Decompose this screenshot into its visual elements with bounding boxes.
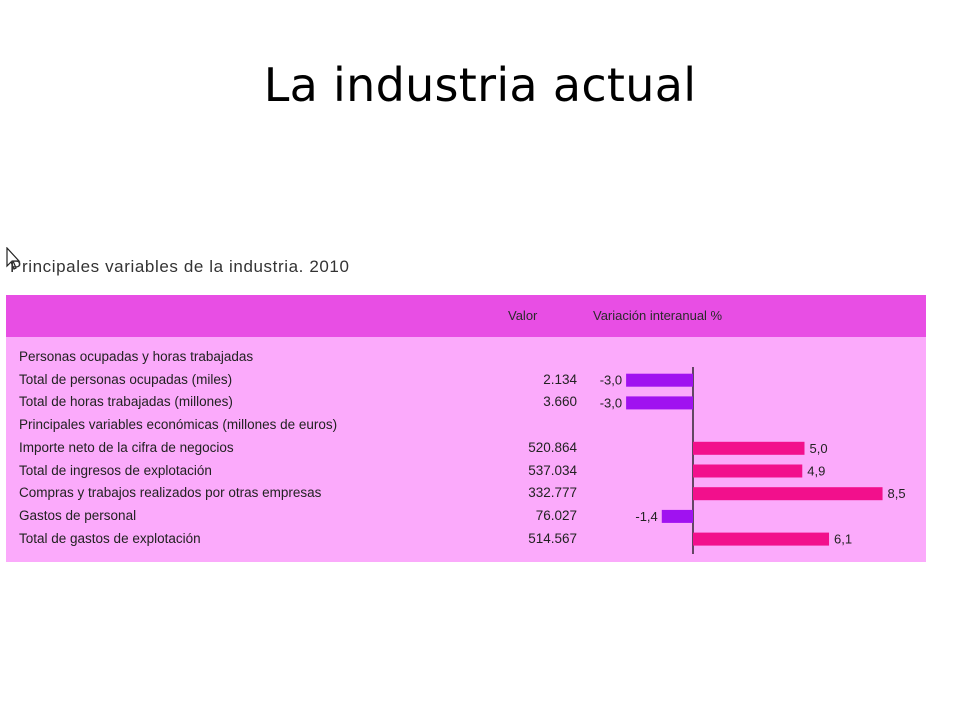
- row-value: 76.027: [535, 507, 577, 523]
- section-label: Personas ocupadas y horas trabajadas: [19, 349, 254, 364]
- bar-5: [693, 487, 883, 501]
- bar-7: [693, 532, 830, 546]
- row-label: Importe neto de la cifra de negocios: [19, 439, 234, 455]
- row-value: 2.134: [543, 371, 577, 387]
- cursor-arrow-icon: [6, 247, 21, 270]
- row-label: Gastos de personal: [19, 507, 137, 523]
- section-row: Principales variables económicas (millon…: [6, 415, 926, 437]
- bar-1: [626, 373, 693, 387]
- column-header-value: Valor: [508, 308, 538, 323]
- figure-title: Principales variables de la industria. 2…: [10, 257, 350, 276]
- variation-chart: -3,0 -3,0 5,0 4,9 8,5 -1,4 6,1: [600, 367, 906, 554]
- section-row: Personas ocupadas y horas trabajadas: [6, 347, 926, 369]
- table-header: Valor Variación interanual %: [6, 295, 926, 337]
- section-label: Principales variables económicas (millon…: [19, 417, 338, 433]
- table-row: Total de personas ocupadas (miles) 2.134: [6, 370, 926, 392]
- bar-data-label: -1,4: [635, 509, 657, 524]
- row-label: Total de horas trabajadas (millones): [19, 394, 233, 410]
- row-value: 520.864: [528, 439, 577, 455]
- bar-3: [693, 441, 805, 455]
- bar-data-label: 6,1: [834, 532, 852, 547]
- table-row: Compras y trabajos realizados por otras …: [6, 483, 926, 505]
- table-row: Importe neto de la cifra de negocios 520.…: [6, 438, 926, 460]
- table-body: Personas ocupadas y horas trabajadas Tota…: [6, 337, 926, 562]
- slide-title: La industria actual: [263, 58, 697, 112]
- bar-4: [693, 464, 803, 478]
- row-value: 514.567: [528, 530, 577, 546]
- row-label: Total de personas ocupadas (miles): [19, 371, 233, 387]
- bar-data-label: -3,0: [600, 373, 622, 388]
- row-value: 3.660: [543, 394, 577, 410]
- table-row: Total de gastos de explotación 514.567: [6, 529, 926, 551]
- bar-6: [661, 509, 693, 523]
- bar-data-label: -3,0: [600, 395, 622, 410]
- row-value: 332.777: [528, 485, 577, 501]
- column-header-variation: Variación interanual %: [593, 308, 723, 323]
- table-row: Total de ingresos de explotación 537.034: [6, 461, 926, 483]
- row-label: Total de ingresos de explotación: [19, 462, 212, 478]
- table-row: Total de horas trabajadas (millones) 3.66…: [6, 392, 926, 414]
- bar-data-label: 5,0: [810, 441, 828, 456]
- row-label: Total de gastos de explotación: [19, 530, 201, 546]
- table-row: Gastos de personal 76.027: [6, 506, 926, 528]
- bar-data-label: 8,5: [888, 486, 906, 501]
- row-label: Compras y trabajos realizados por otras …: [19, 485, 322, 501]
- bar-data-label: 4,9: [807, 464, 825, 479]
- bar-2: [626, 396, 693, 410]
- row-value: 537.034: [528, 462, 577, 478]
